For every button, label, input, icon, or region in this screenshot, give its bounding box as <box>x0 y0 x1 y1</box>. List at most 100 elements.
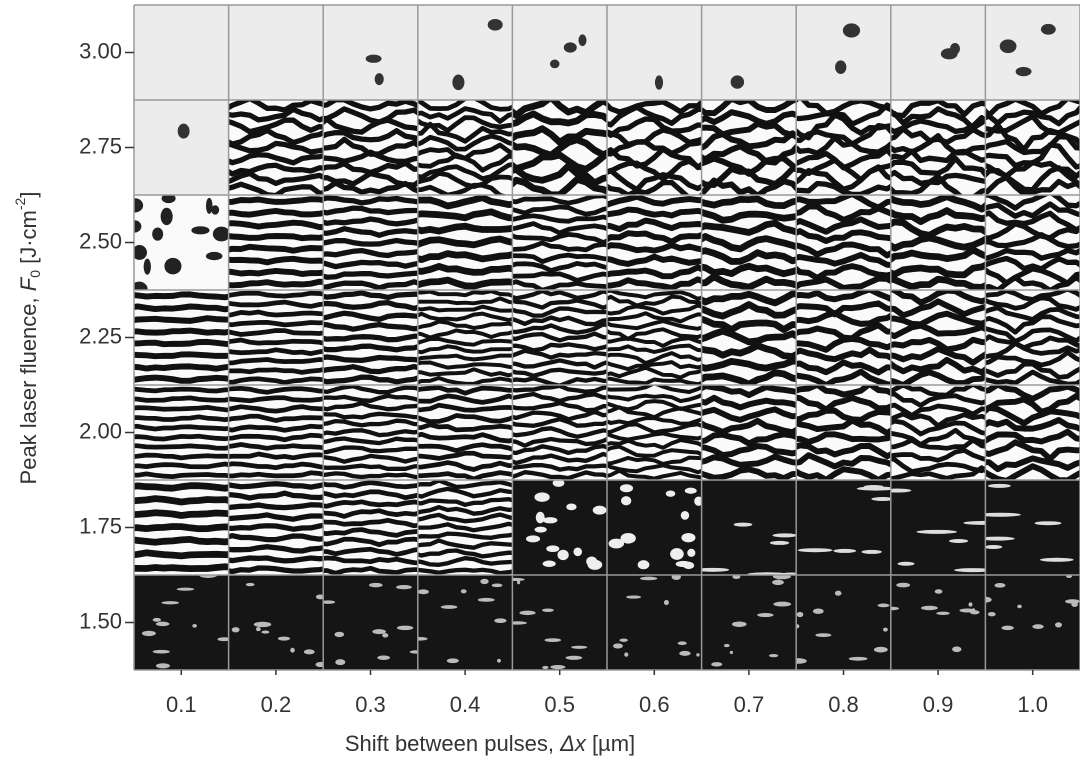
dot <box>566 503 577 511</box>
stripe <box>417 531 513 540</box>
speck <box>732 575 741 579</box>
stripe <box>417 422 513 433</box>
image-cell <box>985 480 1080 575</box>
stripe <box>607 253 702 267</box>
image-cell <box>228 5 324 100</box>
stripe <box>985 428 1080 445</box>
stripe <box>890 310 986 328</box>
speck <box>729 650 734 654</box>
stripe <box>701 417 797 436</box>
stripe <box>796 417 891 437</box>
image-cell <box>985 100 1080 195</box>
image-cell <box>323 195 418 290</box>
stripe <box>890 261 986 279</box>
speck <box>494 618 507 624</box>
image-cell <box>228 480 324 575</box>
stripe <box>985 455 1080 473</box>
stripe <box>134 461 229 470</box>
cell-bg <box>228 575 324 670</box>
stripe <box>512 110 608 128</box>
stripe <box>890 148 986 164</box>
x-tick-label: 1.0 <box>1017 692 1048 717</box>
stripe <box>607 365 702 380</box>
cell-bg <box>701 480 797 575</box>
speck <box>921 605 938 611</box>
dash <box>769 540 790 545</box>
stripe <box>417 360 513 370</box>
speck <box>335 659 346 666</box>
dash <box>954 568 986 573</box>
stripe <box>701 130 797 152</box>
stripe <box>607 158 702 182</box>
stripe <box>607 206 702 219</box>
stripe <box>417 162 513 182</box>
stripe <box>890 290 986 306</box>
stripe <box>985 361 1080 380</box>
stripe <box>134 386 229 394</box>
stripe <box>796 359 891 376</box>
image-cell <box>796 290 891 385</box>
stripe <box>985 210 1080 233</box>
image-cell <box>134 385 229 480</box>
stripe <box>701 315 797 334</box>
stripe <box>228 207 324 218</box>
stripe <box>701 100 797 117</box>
stripe <box>134 536 229 546</box>
stripe <box>985 334 1080 351</box>
image-cell <box>228 290 324 385</box>
speck <box>255 626 261 632</box>
y-tick-label: 1.50 <box>79 608 122 633</box>
stripe <box>985 274 1080 290</box>
stripe <box>417 376 513 385</box>
dot <box>546 545 560 553</box>
stripe <box>228 461 324 471</box>
stripe <box>228 502 324 511</box>
x-axis-label: Shift between pulses, Δx [µm] <box>345 731 635 756</box>
stripe <box>985 404 1080 427</box>
image-cell <box>701 385 797 480</box>
stripe <box>796 122 891 147</box>
stripe <box>228 233 324 242</box>
cell-bg <box>607 5 702 100</box>
speck <box>368 582 383 588</box>
image-cell <box>701 195 797 290</box>
stripe <box>417 152 513 173</box>
x-tick-label: 0.5 <box>544 692 575 717</box>
dash <box>863 484 884 489</box>
stripe <box>796 100 891 116</box>
stripe <box>417 222 513 235</box>
stripe <box>228 162 324 177</box>
image-cell <box>417 5 513 100</box>
spot <box>177 123 190 139</box>
stripe <box>985 134 1080 156</box>
image-cell <box>228 575 324 670</box>
dot <box>694 496 702 506</box>
stripe <box>890 456 986 474</box>
stripe <box>228 366 324 375</box>
speck <box>571 645 588 649</box>
stripe <box>512 331 608 343</box>
stripe <box>701 357 797 372</box>
speck <box>409 650 418 654</box>
spot <box>1015 66 1032 77</box>
dot <box>525 535 541 543</box>
dash <box>963 520 986 525</box>
speck <box>261 630 270 634</box>
blob <box>205 197 213 214</box>
stripe <box>417 470 513 480</box>
x-tick-label: 0.8 <box>828 692 859 717</box>
stripe <box>607 276 702 290</box>
stripe <box>323 480 418 490</box>
stripe <box>607 385 702 394</box>
stripe <box>323 489 418 501</box>
speck <box>626 595 642 599</box>
stripe <box>323 385 418 395</box>
spot <box>1040 23 1056 35</box>
image-cell <box>512 290 608 385</box>
image-cell <box>417 480 513 575</box>
stripe <box>607 139 702 157</box>
dot <box>675 560 692 568</box>
stripe <box>890 465 986 480</box>
stripe <box>512 385 608 394</box>
stripe <box>512 409 608 422</box>
